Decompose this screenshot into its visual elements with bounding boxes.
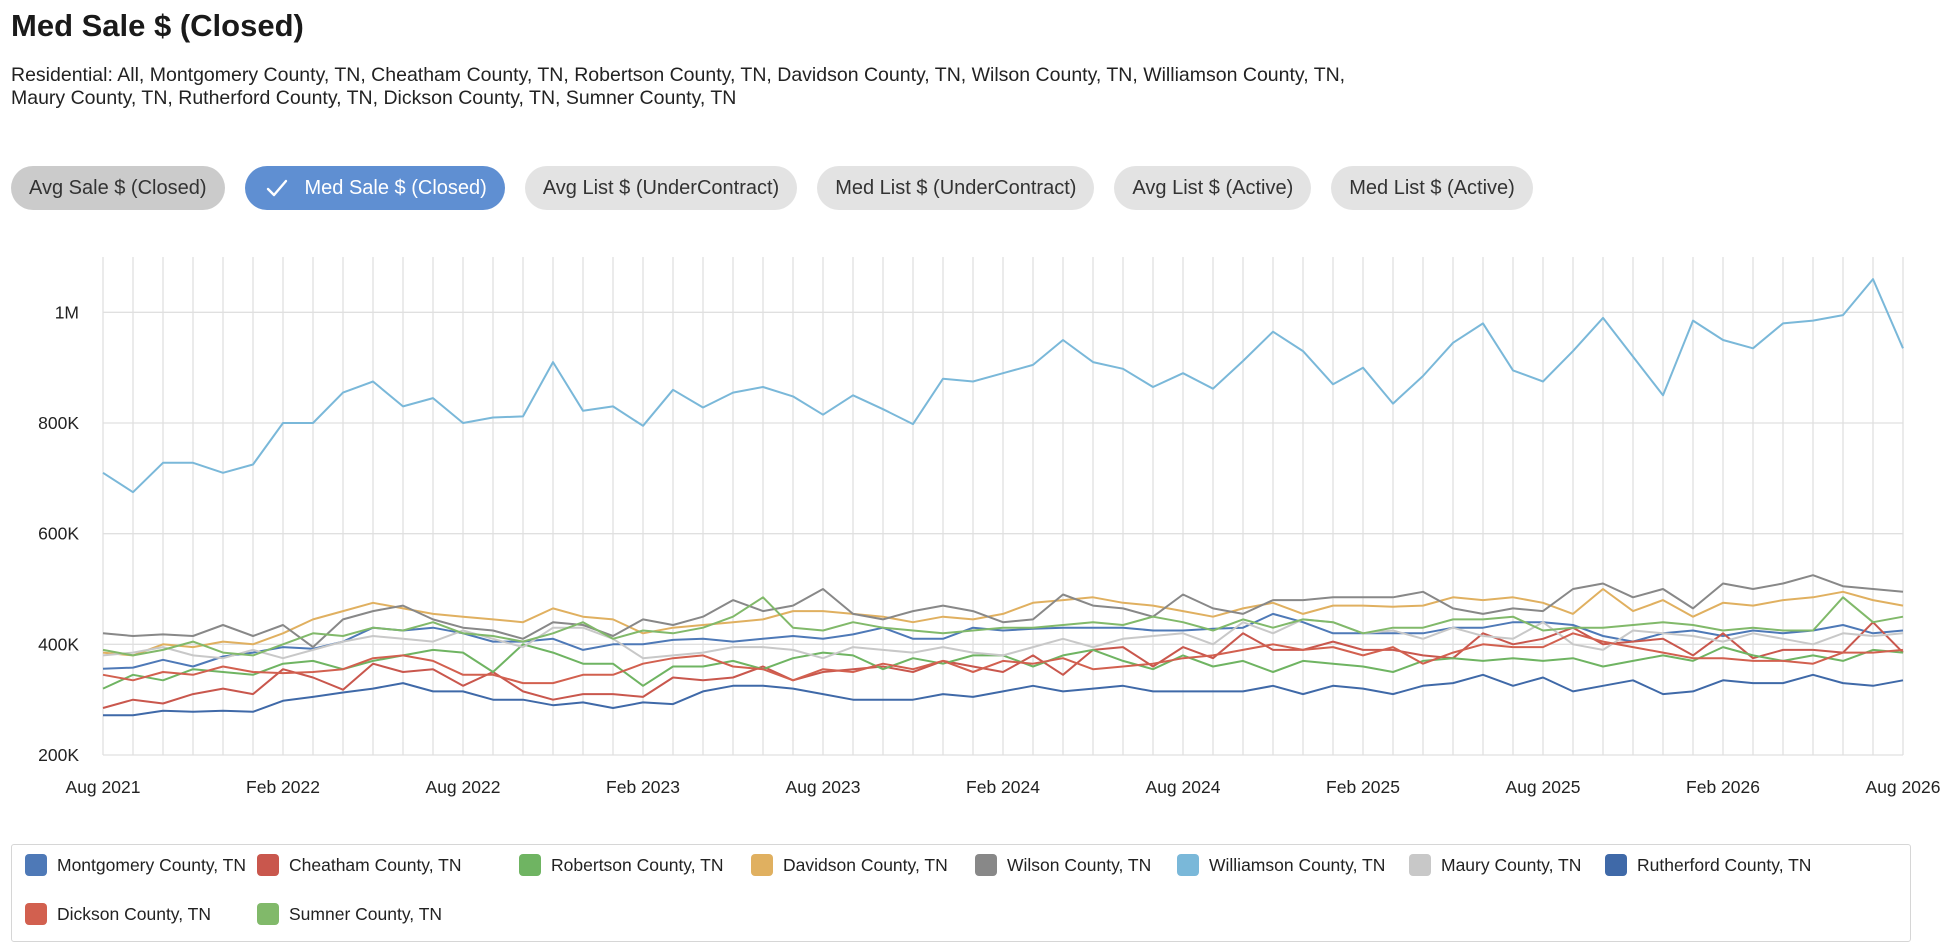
legend-label: Maury County, TN bbox=[1441, 854, 1582, 875]
series-line bbox=[103, 673, 1904, 717]
legend-label: Sumner County, TN bbox=[289, 903, 443, 924]
x-tick-label: Feb 2025 bbox=[1326, 777, 1400, 797]
legend-label: Dickson County, TN bbox=[57, 903, 211, 924]
legend-item[interactable]: Davidson County, TN bbox=[751, 854, 948, 876]
tab-avg-list-active[interactable]: Avg List $ (Active) bbox=[1114, 166, 1312, 210]
tab-avg-sale-closed[interactable]: Avg Sale $ (Closed) bbox=[11, 166, 225, 210]
legend-swatch bbox=[25, 903, 47, 925]
legend-swatch bbox=[1409, 854, 1431, 876]
y-tick-label: 200K bbox=[38, 745, 79, 765]
y-tick-label: 800K bbox=[38, 413, 79, 433]
x-tick-label: Feb 2026 bbox=[1686, 777, 1760, 797]
legend-label: Robertson County, TN bbox=[551, 854, 724, 875]
legend-swatch bbox=[257, 903, 279, 925]
legend-item[interactable]: Montgomery County, TN bbox=[25, 854, 246, 876]
tab-label: Med List $ (Active) bbox=[1349, 177, 1515, 199]
x-tick-label: Aug 2024 bbox=[1146, 777, 1221, 797]
legend-item[interactable]: Williamson County, TN bbox=[1177, 854, 1385, 876]
x-tick-label: Aug 2021 bbox=[66, 777, 141, 797]
y-tick-label: 400K bbox=[38, 634, 79, 654]
check-icon bbox=[266, 179, 287, 197]
series-line bbox=[102, 278, 1904, 494]
chart-legend: Montgomery County, TN Cheatham County, TN… bbox=[11, 844, 1911, 942]
legend-label: Williamson County, TN bbox=[1209, 854, 1386, 875]
legend-item[interactable]: Wilson County, TN bbox=[975, 854, 1151, 876]
x-tick-label: Aug 2026 bbox=[1866, 777, 1941, 797]
x-tick-label: Feb 2024 bbox=[966, 777, 1040, 797]
legend-item[interactable]: Dickson County, TN bbox=[25, 903, 211, 925]
legend-label: Montgomery County, TN bbox=[57, 854, 247, 875]
legend-swatch bbox=[751, 854, 773, 876]
legend-label: Cheatham County, TN bbox=[289, 854, 462, 875]
legend-swatch bbox=[519, 854, 541, 876]
legend-label: Davidson County, TN bbox=[783, 854, 948, 875]
legend-item[interactable]: Robertson County, TN bbox=[519, 854, 724, 876]
line-chart: 200K 400K 600K 800K 1M Aug 2021 Feb 2022 Aug 20… bbox=[38, 257, 1941, 797]
x-tick-label: Feb 2023 bbox=[606, 777, 680, 797]
tab-label: Med List $ (UnderContract) bbox=[835, 177, 1077, 199]
legend-label: Wilson County, TN bbox=[1007, 854, 1152, 875]
legend-item[interactable]: Maury County, TN bbox=[1409, 854, 1581, 876]
legend-swatch bbox=[257, 854, 279, 876]
series-line bbox=[102, 596, 1904, 657]
legend-swatch bbox=[25, 854, 47, 876]
series-line bbox=[102, 621, 1904, 709]
tab-label: Avg List $ (Active) bbox=[1132, 177, 1294, 199]
tab-med-list-active[interactable]: Med List $ (Active) bbox=[1331, 166, 1533, 210]
series-line bbox=[102, 588, 1904, 657]
tab-label: Avg Sale $ (Closed) bbox=[29, 177, 207, 199]
legend-swatch bbox=[1605, 854, 1627, 876]
legend-swatch bbox=[1177, 854, 1199, 876]
legend-swatch bbox=[975, 854, 997, 876]
x-tick-label: Aug 2025 bbox=[1506, 777, 1581, 797]
legend-item[interactable]: Sumner County, TN bbox=[257, 903, 442, 925]
page-title: Med Sale $ (Closed) bbox=[11, 8, 304, 43]
y-tick-label: 1M bbox=[55, 302, 79, 322]
x-tick-label: Feb 2022 bbox=[246, 777, 320, 797]
x-tick-label: Aug 2022 bbox=[426, 777, 501, 797]
series-line bbox=[102, 618, 1904, 660]
legend-label: Rutherford County, TN bbox=[1637, 854, 1812, 875]
tab-med-list-undercontract[interactable]: Med List $ (UnderContract) bbox=[817, 166, 1095, 210]
filter-summary: Residential: All, Montgomery County, TN,… bbox=[11, 64, 1346, 109]
metric-tabs: Avg Sale $ (Closed) Med Sale $ (Closed) … bbox=[11, 166, 1553, 210]
legend-item[interactable]: Cheatham County, TN bbox=[257, 854, 462, 876]
tab-label: Avg List $ (UnderContract) bbox=[542, 177, 780, 199]
series-line bbox=[102, 574, 1904, 649]
y-tick-label: 600K bbox=[38, 524, 79, 544]
legend-item[interactable]: Rutherford County, TN bbox=[1605, 854, 1811, 876]
tab-med-sale-closed[interactable]: Med Sale $ (Closed) bbox=[244, 166, 505, 210]
tab-label: Med Sale $ (Closed) bbox=[304, 177, 487, 199]
x-tick-label: Aug 2023 bbox=[786, 777, 861, 797]
tab-avg-list-undercontract[interactable]: Avg List $ (UnderContract) bbox=[524, 166, 798, 210]
series-line bbox=[102, 632, 1904, 685]
